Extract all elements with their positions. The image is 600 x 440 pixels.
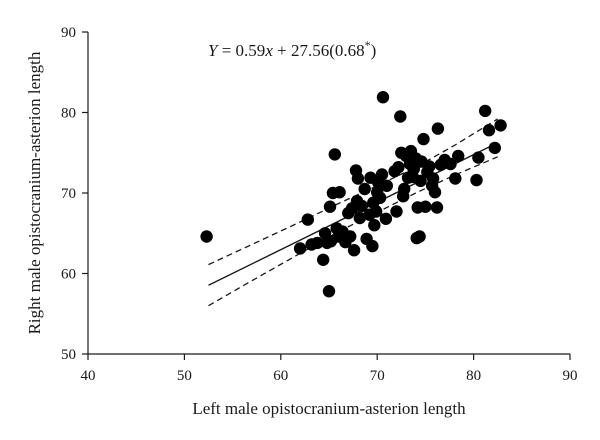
- data-point: [370, 205, 383, 218]
- data-point: [470, 173, 483, 187]
- data-point: [358, 182, 371, 196]
- data-points-layer: [200, 91, 507, 298]
- data-point: [428, 186, 442, 199]
- data-point: [322, 285, 336, 298]
- data-point: [380, 179, 393, 192]
- data-point: [426, 172, 440, 185]
- data-point: [301, 213, 314, 226]
- x-tick-label: 50: [177, 368, 192, 384]
- data-point: [392, 161, 405, 174]
- data-point: [347, 244, 361, 257]
- y-tick-label: 60: [61, 267, 76, 283]
- data-point: [366, 239, 379, 253]
- data-point: [394, 110, 407, 123]
- data-point: [200, 230, 213, 243]
- data-point: [375, 168, 389, 181]
- annotation-segment: *: [365, 38, 371, 52]
- data-point: [379, 212, 393, 225]
- data-point: [452, 149, 465, 163]
- data-point: [351, 172, 365, 185]
- data-point: [479, 104, 492, 118]
- data-point: [417, 132, 430, 146]
- annotation-segment: = 0.59: [217, 41, 265, 60]
- y-axis-title: Right male opistocranium-asterion length: [25, 51, 44, 334]
- data-point: [494, 119, 507, 132]
- data-point: [390, 205, 403, 218]
- annotation-segment: ): [371, 41, 377, 60]
- data-point: [333, 186, 346, 199]
- data-point: [430, 201, 444, 214]
- x-tick-label: 60: [273, 368, 288, 384]
- data-point: [355, 199, 368, 213]
- annotation-segment: x: [264, 41, 273, 60]
- annotation-segment: Y: [208, 41, 219, 60]
- data-point: [472, 151, 485, 164]
- data-point: [423, 160, 436, 173]
- data-point: [413, 230, 426, 243]
- data-point: [376, 91, 390, 104]
- data-point: [368, 219, 381, 232]
- data-point: [328, 148, 341, 161]
- data-point: [407, 162, 420, 176]
- x-axis-title: Left male opistocranium-asterion length: [192, 399, 466, 418]
- data-point: [444, 157, 457, 171]
- x-tick-label: 40: [81, 368, 96, 384]
- data-point: [293, 242, 307, 255]
- data-point: [482, 124, 496, 137]
- data-point: [398, 182, 411, 196]
- data-point: [414, 174, 427, 188]
- confidence-band-upper: [208, 118, 499, 266]
- data-point: [419, 200, 432, 213]
- y-tick-label: 90: [61, 25, 76, 41]
- annotation-segment: + 27.56(0.68: [273, 41, 365, 60]
- x-tick-label: 80: [466, 368, 481, 384]
- y-tick-label: 50: [61, 347, 76, 363]
- data-point: [449, 172, 462, 185]
- data-point: [431, 122, 445, 135]
- data-point: [353, 211, 366, 225]
- data-point: [344, 230, 357, 243]
- regression-equation-annotation: Y = 0.59x + 27.56(0.68*): [208, 38, 376, 60]
- data-point: [311, 236, 324, 250]
- y-tick-label: 70: [61, 186, 76, 202]
- data-point: [317, 253, 330, 266]
- axes-layer: 40 50 60 70 80 90 50 60 70 80 90: [61, 25, 578, 384]
- data-point: [323, 200, 337, 213]
- data-point: [488, 141, 501, 155]
- y-tick-label: 80: [61, 106, 76, 122]
- x-tick-label: 70: [370, 368, 385, 384]
- x-tick-label: 90: [563, 368, 578, 384]
- data-point: [373, 191, 387, 204]
